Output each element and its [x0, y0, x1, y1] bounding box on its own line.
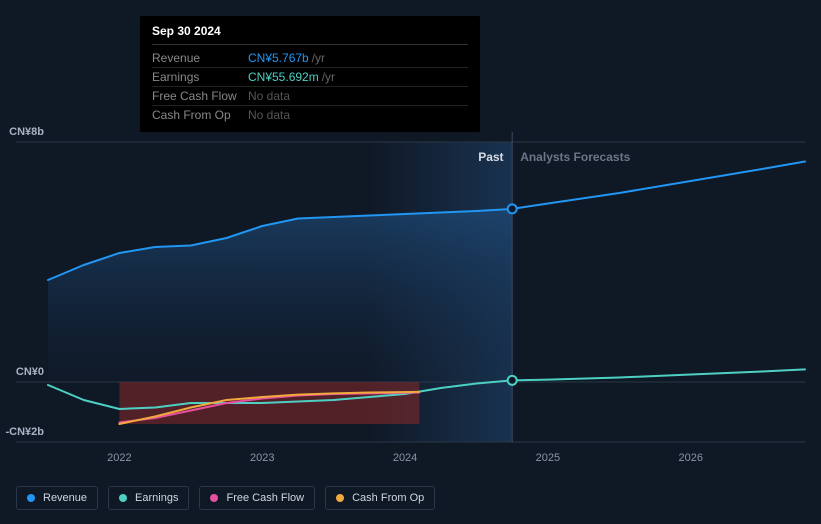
legend-label: Revenue — [43, 492, 87, 504]
tooltip-row: Cash From OpNo data — [152, 106, 468, 124]
tooltip-row-label: Earnings — [152, 70, 248, 84]
legend-dot-icon — [336, 494, 344, 502]
legend-label: Cash From Op — [352, 492, 424, 504]
x-axis-label: 2025 — [536, 452, 560, 464]
legend-label: Free Cash Flow — [226, 492, 304, 504]
tooltip-row: RevenueCN¥5.767b/yr — [152, 49, 468, 68]
tooltip: Sep 30 2024 RevenueCN¥5.767b/yrEarningsC… — [140, 16, 480, 132]
tooltip-row-suffix: /yr — [322, 70, 335, 84]
y-axis-label: CN¥0 — [2, 366, 44, 378]
forecast-label: Analysts Forecasts — [520, 150, 630, 164]
x-axis-label: 2026 — [678, 452, 702, 464]
legend-item-cash-from-op[interactable]: Cash From Op — [325, 486, 435, 510]
tooltip-row-label: Free Cash Flow — [152, 89, 248, 103]
x-axis-label: 2024 — [393, 452, 417, 464]
legend-dot-icon — [119, 494, 127, 502]
x-axis-label: 2023 — [250, 452, 274, 464]
legend-item-revenue[interactable]: Revenue — [16, 486, 98, 510]
legend-label: Earnings — [135, 492, 178, 504]
tooltip-row: Free Cash FlowNo data — [152, 87, 468, 106]
legend: Revenue Earnings Free Cash Flow Cash From O… — [16, 486, 435, 510]
legend-dot-icon — [210, 494, 218, 502]
tooltip-row-value: CN¥5.767b — [248, 51, 309, 65]
tooltip-date: Sep 30 2024 — [152, 24, 468, 45]
tooltip-row-value: No data — [248, 108, 290, 122]
y-axis-label: CN¥8b — [2, 126, 44, 138]
tooltip-row-suffix: /yr — [312, 51, 325, 65]
y-axis-label: -CN¥2b — [2, 426, 44, 438]
tooltip-row-value: No data — [248, 89, 290, 103]
past-label: Past — [478, 150, 503, 164]
tooltip-row: EarningsCN¥55.692m/yr — [152, 68, 468, 87]
legend-item-earnings[interactable]: Earnings — [108, 486, 189, 510]
legend-item-free-cash-flow[interactable]: Free Cash Flow — [199, 486, 315, 510]
chart-container: CN¥8b CN¥0 -CN¥2b 2022 2023 2024 2025 2026 Past A… — [0, 0, 821, 524]
tooltip-row-label: Revenue — [152, 51, 248, 65]
legend-dot-icon — [27, 494, 35, 502]
tooltip-row-value: CN¥55.692m — [248, 70, 319, 84]
x-axis-label: 2022 — [107, 452, 131, 464]
tooltip-row-label: Cash From Op — [152, 108, 248, 122]
